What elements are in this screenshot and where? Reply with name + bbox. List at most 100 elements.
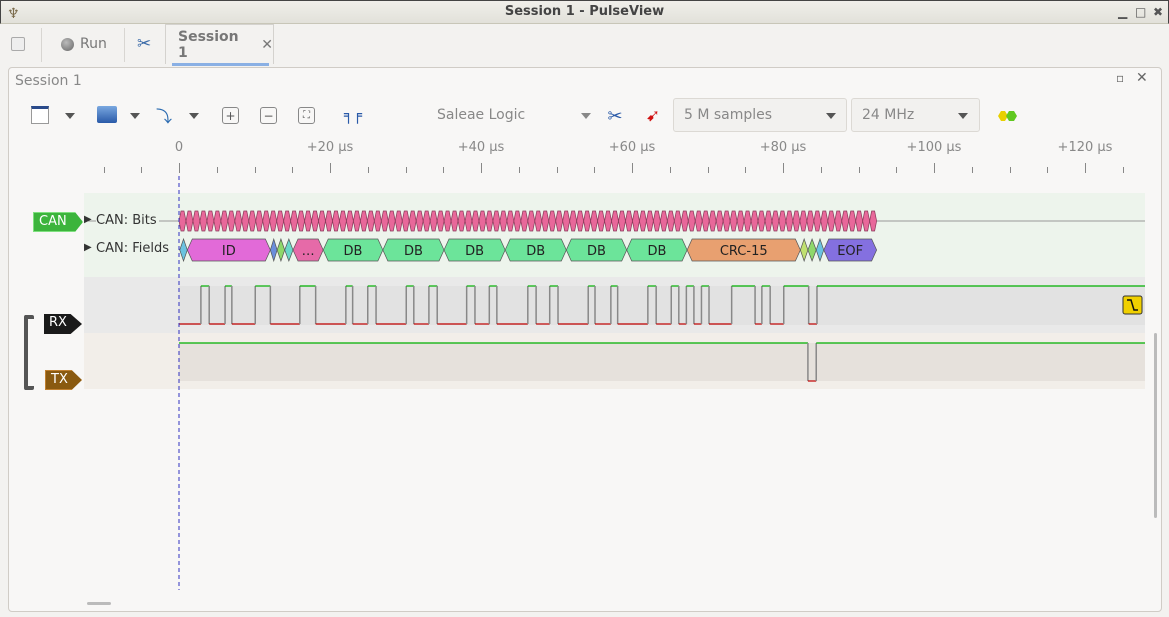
close-window-button[interactable]: ✖ (1153, 5, 1164, 19)
minor-tick (670, 167, 671, 173)
expand-bits-icon[interactable]: ▶ (84, 214, 92, 225)
bit-annotation (743, 210, 752, 232)
expand-fields-icon[interactable]: ▶ (84, 242, 92, 253)
bit-annotation (394, 210, 403, 232)
horizontal-scrollbar[interactable] (87, 602, 111, 605)
save-dropdown[interactable] (189, 113, 199, 119)
bit-annotation (513, 210, 522, 232)
field-label: DB (344, 244, 363, 259)
probe-config-button[interactable]: ➹ (641, 104, 665, 128)
minor-tick (821, 167, 822, 173)
bit-annotation (234, 210, 243, 232)
minor-tick (443, 167, 444, 173)
bit-annotation (220, 210, 229, 232)
minor-tick (859, 167, 860, 173)
open-dropdown[interactable] (130, 113, 140, 119)
save-button[interactable]: ⤵ (153, 104, 175, 126)
maximize-button[interactable]: □ (1135, 5, 1147, 19)
sample-count-select[interactable]: 5 M samples (673, 98, 847, 132)
device-selector[interactable]: Saleae Logic (437, 107, 525, 123)
new-window-icon (11, 37, 25, 51)
field-annotation: DB (382, 238, 445, 262)
samplerate-select[interactable]: 24 MHz (851, 98, 980, 132)
cursors-button[interactable]: ╕╒ (341, 105, 365, 125)
bit-annotation (771, 210, 780, 232)
bit-annotation (778, 210, 787, 232)
minor-tick (1123, 167, 1124, 173)
minimize-button[interactable]: ▁ (1118, 5, 1128, 19)
rising-edge-trigger-icon (1122, 295, 1143, 315)
run-icon (61, 37, 74, 51)
bit-annotation (332, 210, 340, 232)
minor-tick (255, 167, 256, 173)
bit-annotation (269, 210, 278, 232)
bit-annotation (304, 210, 312, 232)
bit-annotation (569, 210, 578, 232)
field-annotation: EOF (823, 238, 878, 262)
bit-annotation (255, 210, 264, 232)
minor-tick (972, 167, 973, 173)
tab-label: Session 1 (178, 28, 239, 61)
bit-annotation (792, 210, 801, 232)
channel-tag-rx[interactable]: RX (44, 314, 82, 334)
bit-annotation (855, 210, 864, 232)
bit-annotation (178, 210, 187, 232)
float-pane-button[interactable]: ▫ (1116, 71, 1125, 85)
settings-button[interactable]: ✂ (137, 24, 151, 64)
bit-annotation (555, 210, 564, 232)
bit-annotation (387, 210, 396, 232)
bit-annotation (618, 210, 626, 232)
trace-view[interactable]: ID … DB DB DB DB DB DB CRC-15 EOF (84, 176, 1160, 596)
device-dropdown[interactable] (581, 113, 591, 119)
cursor-markers-icon: ╕╒ (343, 106, 363, 124)
bit-annotation (450, 210, 459, 232)
app-icon: ♆ (7, 6, 20, 22)
ruler-label: 0 (174, 140, 184, 155)
channel-label: RX (49, 315, 67, 330)
run-button[interactable]: Run (61, 24, 107, 64)
title-bar: ♆ Session 1 - PulseView ▁ □ ✖ (0, 0, 1169, 24)
bit-annotation (185, 210, 194, 232)
channel-tag-tx[interactable]: TX (45, 370, 82, 390)
bit-annotation (457, 210, 466, 232)
session-title: Session 1 (15, 73, 82, 89)
zoom-in-button[interactable]: + (222, 107, 239, 124)
device-config-button[interactable]: ✂ (603, 104, 627, 128)
new-view-dropdown[interactable] (65, 113, 75, 119)
tools-icon: ✂ (607, 105, 623, 127)
zoom-out-button[interactable]: − (260, 107, 277, 124)
bit-annotation (597, 210, 605, 232)
bit-annotation (353, 210, 361, 232)
bit-annotation (736, 210, 745, 232)
bit-annotation (283, 210, 291, 232)
open-button[interactable] (97, 106, 117, 123)
close-tab-icon[interactable]: ✕ (261, 36, 273, 53)
bit-annotation (687, 210, 696, 232)
bit-annotation (862, 210, 871, 232)
bit-annotation (562, 210, 571, 232)
field-label: … (302, 244, 315, 259)
bit-annotation (471, 210, 480, 232)
decoder-tag-can[interactable]: CAN (33, 212, 83, 232)
new-session-button[interactable] (11, 24, 25, 64)
bit-annotation (276, 210, 284, 232)
decoder-row-background (84, 193, 1145, 277)
tools-icon: ✂ (137, 34, 152, 54)
field-label: DB (465, 244, 484, 259)
row-label-fields: CAN: Fields (96, 241, 171, 256)
bit-annotation (820, 210, 829, 232)
major-tick (179, 163, 180, 173)
bit-annotation (604, 210, 612, 232)
field-annotation: DB (443, 238, 506, 262)
bit-annotation (262, 210, 271, 232)
tab-session-1[interactable]: Session 1 ✕ (165, 24, 274, 66)
bit-annotation (401, 210, 410, 232)
bit-annotation (436, 210, 445, 232)
bit-annotation (673, 210, 682, 232)
zoom-fit-button[interactable]: ⛶ (298, 107, 315, 124)
close-pane-button[interactable]: ✕ (1136, 70, 1148, 86)
bit-annotation (527, 210, 536, 232)
new-view-button[interactable] (31, 106, 49, 124)
vertical-scrollbar[interactable] (1154, 333, 1157, 518)
decoder-button[interactable] (996, 109, 1020, 123)
